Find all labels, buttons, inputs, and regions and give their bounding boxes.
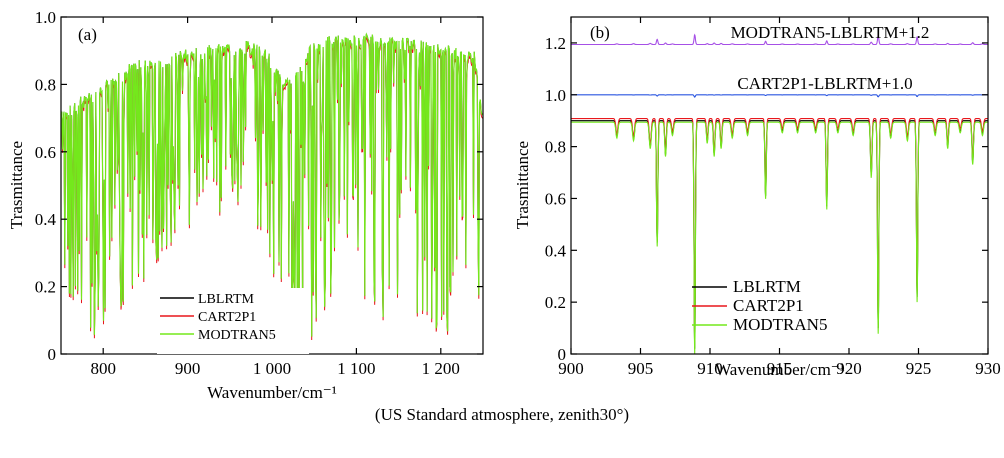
panel-a-ytick-label: 0 — [48, 345, 57, 364]
panel-b-xtick-label: 915 — [767, 359, 793, 378]
legend-label-cart2p1: CART2P1 — [198, 310, 256, 325]
panel-a-ytick-label: 0.2 — [35, 278, 56, 297]
legend-label-cart2p1-b: CART2P1 — [733, 296, 804, 315]
panel-b-offset-series-modtran5 — [571, 33, 988, 46]
panel-a-legend: LBLRTM CART2P1 MODTRAN5 — [157, 288, 309, 354]
panel-b-xtick-label: 905 — [628, 359, 654, 378]
panel-b-ticks: 900 905 910 915 920 925 930 0 0.2 0.4 0.6 0.8 1.0 1.2 — [545, 17, 1001, 378]
panel-b-label: (b) — [590, 23, 610, 42]
panel-b-offset-label-cart2p1: CART2P1-LBLRTM+1.0 — [737, 74, 912, 93]
panel-a-xtick-label: 1 000 — [253, 359, 291, 378]
panel-a-xtick-label: 1 200 — [422, 359, 460, 378]
panel-b-ytick-label: 1.0 — [545, 86, 566, 105]
panel-b-series-modtran5 — [571, 121, 988, 355]
panel-b-chart: 900 905 910 915 920 925 930 0 0.2 0.4 0.6 0.8 1.0 1.2… — [513, 16, 1001, 379]
panel-b-ytick-label: 0 — [558, 345, 567, 364]
legend-label-modtran5-b: MODTRAN5 — [733, 315, 827, 334]
panel-b-ytick-label: 0.6 — [545, 189, 566, 208]
panel-a-xtick-label: 900 — [175, 359, 201, 378]
panel-b-offset-series-cart2p1 — [571, 94, 988, 98]
legend-label-lblrtm-b: LBLRTM — [733, 277, 801, 296]
panel-b-xtick-label: 920 — [836, 359, 862, 378]
panel-b-legend: LBLRTM CART2P1 MODTRAN5 — [692, 277, 827, 334]
panel-b-ytick-label: 0.2 — [545, 293, 566, 312]
panel-a-chart: 800 900 1 000 1 100 1 200 0 0.2 0.4 0.6 0.8 1.0 (a… — [7, 8, 484, 402]
panel-b-ytick-label: 0.4 — [545, 241, 567, 260]
panel-a-label: (a) — [78, 25, 97, 44]
panel-a-ytick-label: 0.8 — [35, 75, 56, 94]
panel-a-ytick-label: 0.4 — [35, 210, 57, 229]
panel-a-ticks: 800 900 1 000 1 100 1 200 0 0.2 0.4 0.6 0.8 1.0 — [35, 8, 483, 378]
panel-a-ytick-label: 0.6 — [35, 143, 56, 162]
panel-b-xtick-label: 925 — [906, 359, 932, 378]
panel-a-xtick-label: 800 — [90, 359, 116, 378]
panel-a-legend-box — [157, 288, 309, 354]
panel-b-xlabel: Wavenumber/cm⁻¹ — [715, 360, 845, 379]
panel-a-ylabel: Trasmittance — [7, 141, 26, 229]
panel-b-series-lines — [571, 33, 988, 355]
panel-a-xlabel: Wavenumber/cm⁻¹ — [207, 383, 337, 402]
panel-a-series-modtran5 — [60, 32, 484, 337]
panel-a-xtick-label: 1 100 — [337, 359, 375, 378]
panel-b-xtick-label: 900 — [558, 359, 584, 378]
panel-a-ytick-label: 1.0 — [35, 8, 56, 27]
panel-a-series-lines — [60, 32, 484, 341]
legend-label-lblrtm: LBLRTM — [198, 292, 254, 307]
panel-b-ytick-label: 1.2 — [545, 34, 566, 53]
panel-b-xtick-label: 910 — [697, 359, 723, 378]
figure-caption: (US Standard atmosphere, zenith30°) — [374, 405, 630, 424]
panel-b-xtick-label: 930 — [975, 359, 1001, 378]
panel-b-ylabel: Trasmittance — [513, 141, 532, 229]
panel-b-offset-label-modtran5: MODTRAN5-LBLRTM+1.2 — [731, 23, 930, 42]
legend-label-modtran5: MODTRAN5 — [198, 328, 276, 343]
panel-b-ytick-label: 0.8 — [545, 138, 566, 157]
